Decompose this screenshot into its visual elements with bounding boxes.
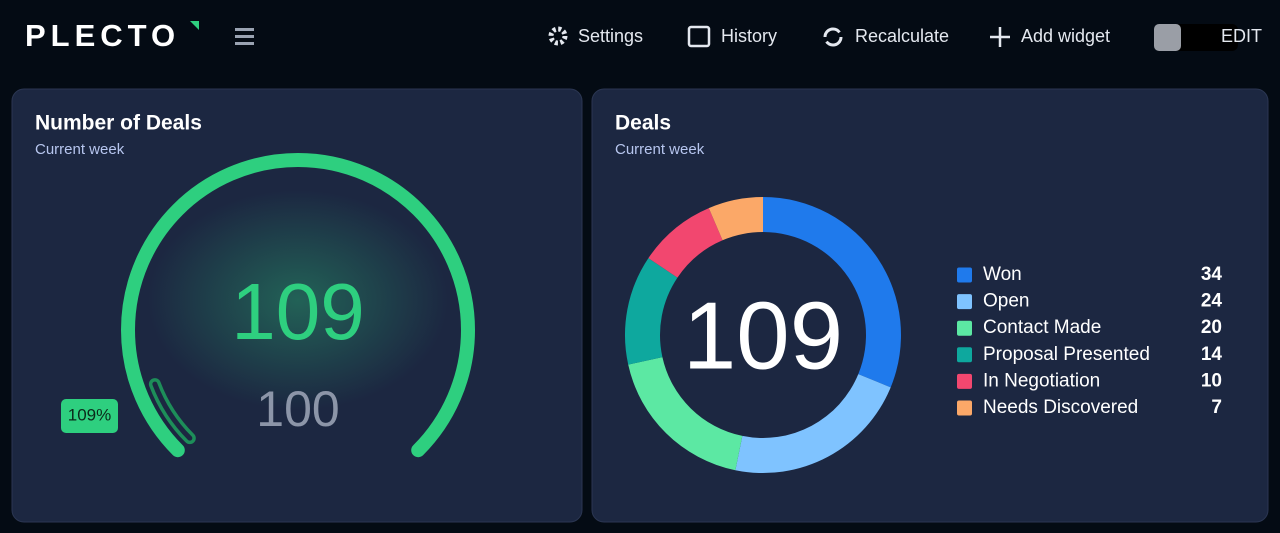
legend-swatch bbox=[957, 320, 972, 336]
widget-subtitle: Current week bbox=[35, 141, 125, 158]
legend-value: 20 bbox=[1201, 317, 1222, 338]
settings-icon bbox=[548, 26, 568, 46]
donut-segment bbox=[648, 208, 723, 278]
widget-title: Number of Deals bbox=[35, 112, 202, 135]
add-icon bbox=[990, 27, 1010, 47]
legend-swatch bbox=[957, 400, 972, 416]
legend-value: 10 bbox=[1201, 370, 1222, 391]
gauge-badge-label: 109% bbox=[68, 405, 111, 424]
legend-label: Open bbox=[983, 291, 1029, 312]
legend-swatch bbox=[957, 347, 972, 363]
legend-swatch bbox=[957, 373, 972, 389]
legend-label: In Negotiation bbox=[983, 370, 1100, 391]
donut-total: 109 bbox=[683, 282, 843, 389]
legend-label: Needs Discovered bbox=[983, 397, 1138, 418]
legend-value: 7 bbox=[1211, 397, 1222, 418]
donut-segment bbox=[708, 197, 763, 241]
legend-label: Contact Made bbox=[983, 317, 1101, 338]
legend-value: 14 bbox=[1201, 344, 1223, 365]
nav-recalculate[interactable]: Recalculate bbox=[855, 26, 949, 46]
widget-title: Deals bbox=[615, 112, 671, 135]
legend-value: 34 bbox=[1201, 264, 1223, 285]
donut-segment bbox=[628, 357, 743, 471]
nav-history[interactable]: History bbox=[721, 26, 777, 46]
nav-add-widget[interactable]: Add widget bbox=[1021, 26, 1110, 46]
toggle-knob bbox=[1154, 24, 1181, 51]
widget-subtitle: Current week bbox=[615, 141, 705, 158]
legend-label: Won bbox=[983, 264, 1022, 285]
menu-icon[interactable] bbox=[235, 28, 254, 45]
gauge-glow bbox=[148, 190, 448, 410]
donut-segment bbox=[763, 197, 902, 388]
logo[interactable]: PLECTO bbox=[25, 18, 180, 53]
gauge-value: 109 bbox=[231, 267, 364, 356]
donut-segment bbox=[625, 258, 678, 365]
gauge-arc bbox=[121, 153, 475, 458]
gauge-badge bbox=[61, 399, 118, 433]
legend-label: Proposal Presented bbox=[983, 344, 1150, 365]
logo-accent bbox=[190, 21, 199, 30]
edit-label[interactable]: EDIT bbox=[1221, 26, 1262, 46]
legend-value: 24 bbox=[1201, 291, 1223, 312]
legend-swatch bbox=[957, 267, 972, 283]
legend-swatch bbox=[957, 294, 972, 310]
history-icon bbox=[687, 25, 711, 48]
donut-segment bbox=[735, 374, 891, 473]
recalculate-icon bbox=[823, 27, 843, 47]
nav-settings[interactable]: Settings bbox=[578, 26, 643, 46]
gauge-target: 100 bbox=[256, 381, 339, 437]
gauge-overflow-core bbox=[152, 381, 193, 441]
